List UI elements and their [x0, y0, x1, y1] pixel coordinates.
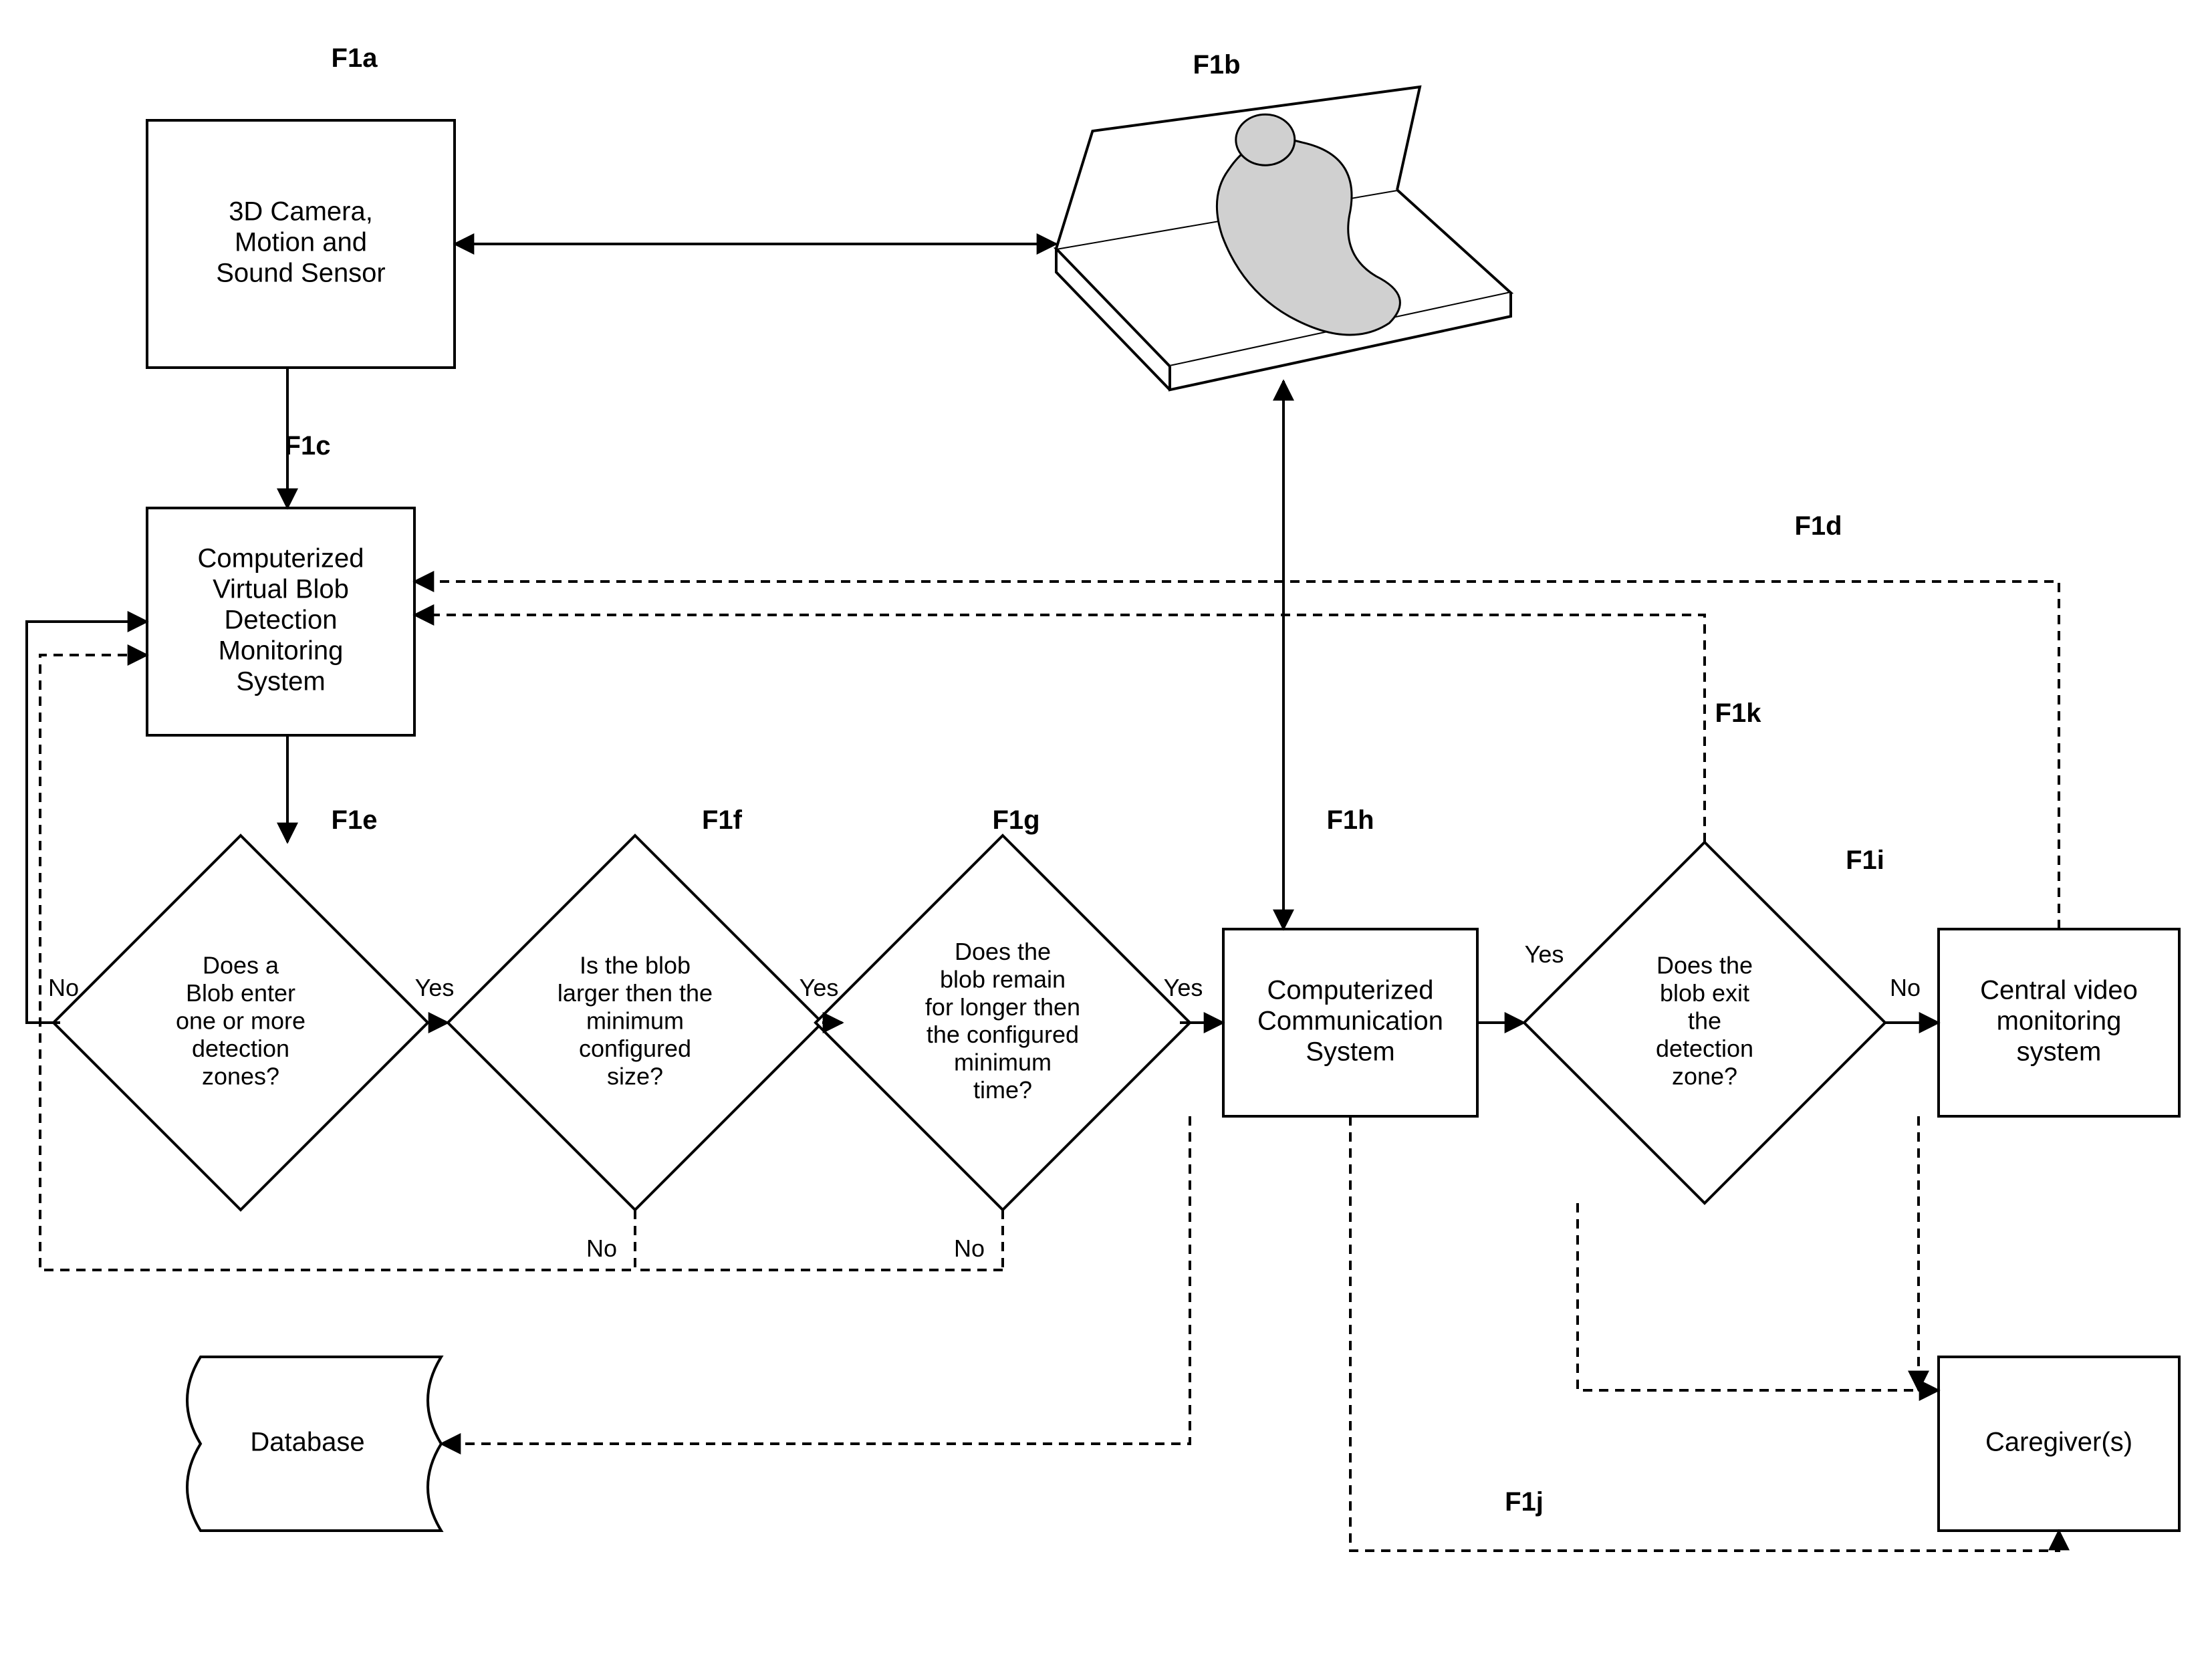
bed-scene-icon — [1056, 87, 1511, 390]
node-caregiver-text: Caregiver(s) — [1985, 1428, 2132, 1457]
edge-label-yes: Yes — [1525, 940, 1564, 968]
svg-text:Is the blob: Is the blob — [580, 952, 691, 979]
svg-text:zones?: zones? — [202, 1062, 279, 1090]
label-F1j: F1j — [1505, 1487, 1544, 1517]
svg-text:one or more: one or more — [176, 1007, 305, 1035]
svg-text:Blob enter: Blob enter — [186, 979, 295, 1007]
svg-text:for longer then: for longer then — [925, 993, 1080, 1021]
edge-label-no: No — [954, 1235, 985, 1262]
svg-text:Computerized: Computerized — [1267, 976, 1433, 1005]
svg-text:3D Camera,: 3D Camera, — [229, 197, 373, 227]
label-F1c: F1c — [285, 431, 331, 461]
svg-text:blob exit: blob exit — [1660, 979, 1749, 1007]
svg-text:the configured: the configured — [927, 1021, 1079, 1048]
svg-text:detection: detection — [1656, 1035, 1753, 1062]
edge-label-no: No — [1890, 974, 1921, 1001]
label-F1d: F1d — [1794, 511, 1842, 541]
edge-i_yes_to_caregiver — [1578, 1203, 1939, 1390]
svg-text:Does the: Does the — [955, 938, 1051, 965]
svg-text:size?: size? — [607, 1062, 663, 1090]
svg-text:Motion and: Motion and — [235, 228, 367, 257]
label-F1k: F1k — [1715, 698, 1762, 728]
edge-label-yes: Yes — [1164, 974, 1203, 1001]
svg-text:Virtual Blob: Virtual Blob — [213, 575, 349, 604]
node-f1a-text: 3D Camera,Motion andSound Sensor — [216, 197, 386, 288]
label-F1h: F1h — [1326, 805, 1374, 835]
svg-text:Central video: Central video — [1980, 976, 2138, 1005]
svg-text:minimum: minimum — [954, 1049, 1052, 1076]
svg-text:Computerized: Computerized — [197, 544, 364, 573]
label-F1i: F1i — [1846, 846, 1884, 875]
edge-label-no: No — [586, 1235, 617, 1262]
edge-h_to_db — [441, 1116, 1190, 1444]
edge-label-yes: Yes — [800, 974, 839, 1001]
svg-text:monitoring: monitoring — [1997, 1007, 2122, 1036]
svg-text:configured: configured — [579, 1035, 691, 1062]
label-F1f: F1f — [702, 805, 743, 835]
svg-text:system: system — [2017, 1037, 2102, 1067]
svg-text:Detection: Detection — [225, 606, 338, 635]
edge-f1k — [414, 615, 1705, 842]
label-F1a: F1a — [332, 43, 378, 73]
svg-text:zone?: zone? — [1672, 1062, 1737, 1090]
svg-text:Does the: Does the — [1656, 952, 1753, 979]
svg-text:larger then the: larger then the — [558, 979, 713, 1007]
node-database-text: Database — [250, 1428, 364, 1457]
flowchart-canvas: F1a 3D Camera,Motion andSound Sensor F1b F1… — [0, 0, 2212, 1659]
svg-text:System: System — [236, 667, 325, 696]
svg-text:blob remain: blob remain — [940, 965, 1066, 993]
svg-text:Caregiver(s): Caregiver(s) — [1985, 1428, 2132, 1457]
svg-text:minimum: minimum — [586, 1007, 684, 1035]
edge-label-no: No — [48, 974, 79, 1001]
svg-text:Monitoring: Monitoring — [219, 636, 344, 666]
svg-text:time?: time? — [973, 1076, 1032, 1104]
svg-text:detection: detection — [192, 1035, 289, 1062]
label-F1g: F1g — [992, 805, 1039, 835]
svg-text:Database: Database — [250, 1428, 364, 1457]
svg-text:Does a: Does a — [203, 952, 279, 979]
label-F1e: F1e — [332, 805, 378, 835]
edge-label-yes: Yes — [415, 974, 455, 1001]
svg-text:the: the — [1688, 1007, 1721, 1035]
label-F1b: F1b — [1193, 50, 1240, 80]
svg-text:System: System — [1306, 1037, 1394, 1067]
svg-text:Sound Sensor: Sound Sensor — [216, 259, 386, 288]
svg-text:Communication: Communication — [1257, 1007, 1443, 1036]
